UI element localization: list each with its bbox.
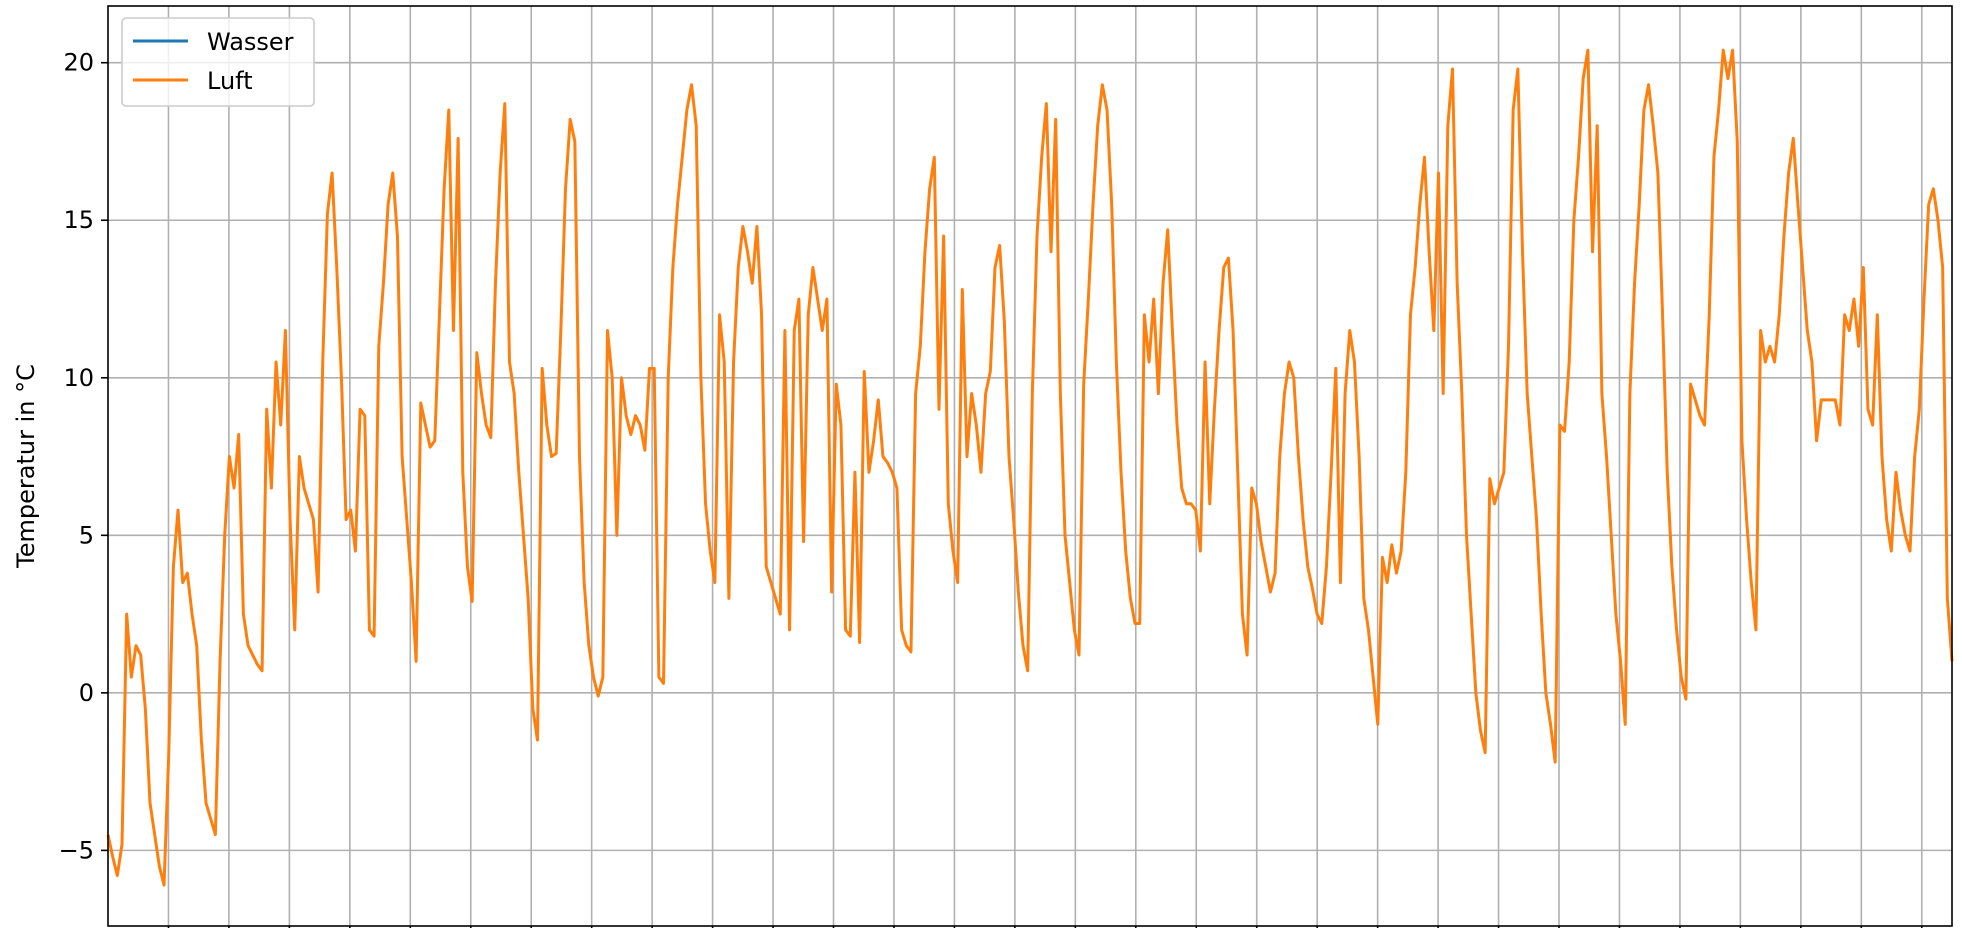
- plot-frame: [107, 5, 1953, 927]
- y-tick-label: 15: [63, 206, 94, 234]
- legend-entry-luft: Luft: [207, 67, 253, 95]
- legend: Wasser Luft: [121, 17, 315, 107]
- y-tick-label: −5: [59, 836, 94, 864]
- series-layer: [106, 48, 1954, 887]
- y-tick-label: 0: [79, 679, 94, 707]
- series-line-luft: [106, 48, 1954, 887]
- y-tick-label: 10: [63, 364, 94, 392]
- y-tick-label: 5: [79, 521, 94, 549]
- x-gridlines: [167, 6, 1923, 928]
- y-tick-label: 20: [63, 49, 94, 77]
- y-axis-label: Temperatur in °C: [12, 364, 40, 569]
- y-axis-ticks: −5 0 5 10 15 20: [59, 49, 108, 864]
- legend-entry-wasser: Wasser: [207, 28, 294, 56]
